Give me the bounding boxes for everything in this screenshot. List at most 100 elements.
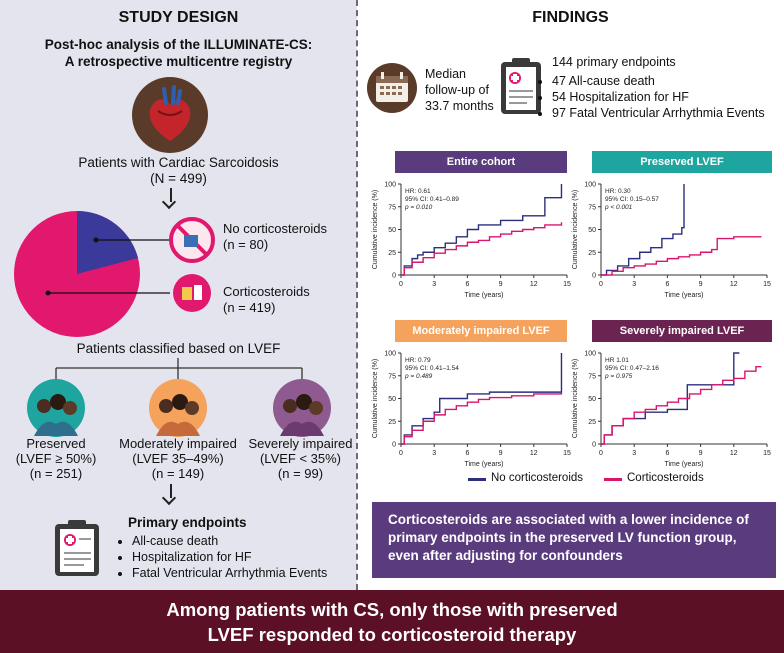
y-tick-label: 100	[584, 351, 596, 358]
group-severe-name: Severely impaired	[248, 436, 353, 451]
y-tick-label: 75	[388, 373, 396, 380]
stat-label: 95% CI: 0.47–2.16	[605, 365, 659, 372]
y-tick-label: 0	[392, 273, 396, 280]
arrow-down-2	[170, 484, 172, 498]
classified-label: Patients classified based on LVEF	[76, 341, 281, 356]
series-line-no-corticosteroids	[401, 184, 563, 276]
x-tick-label: 15	[763, 450, 771, 457]
cs-label: Corticosteroids	[223, 284, 310, 299]
lvef-group-icons	[27, 379, 331, 437]
calendar-icon	[367, 63, 417, 113]
x-tick-label: 12	[730, 281, 738, 288]
y-tick-label: 50	[588, 396, 596, 403]
footer-line2: LVEF responded to corticosteroid therapy	[207, 623, 577, 645]
x-tick-label: 6	[465, 281, 469, 288]
y-tick-label: 50	[388, 227, 396, 234]
legend-no-cs-swatch	[468, 478, 486, 481]
x-tick-label: 3	[632, 281, 636, 288]
x-tick-label: 9	[699, 450, 703, 457]
arrow-down-1	[170, 188, 172, 202]
endpoints-count: 144 primary endpoints	[552, 55, 676, 69]
y-tick-label: 75	[388, 204, 396, 211]
x-tick-label: 0	[399, 450, 403, 457]
series-line-corticosteroids	[601, 365, 762, 445]
x-tick-label: 0	[399, 281, 403, 288]
y-tick-label: 100	[384, 351, 396, 358]
treatment-pie-chart	[14, 210, 215, 337]
study-design-title: STUDY DESIGN	[118, 9, 239, 26]
y-tick-label: 25	[388, 250, 396, 257]
y-tick-label: 25	[588, 250, 596, 257]
panel-divider	[356, 0, 358, 590]
followup-line2: follow-up of	[425, 83, 489, 97]
x-tick-label: 15	[563, 450, 571, 457]
stat-label: 95% CI: 0.15–0.57	[605, 196, 659, 203]
moderate-group-icon	[149, 379, 207, 437]
legend-cs-swatch	[604, 478, 622, 481]
followup-line1: Median	[425, 67, 466, 81]
findings-title: FINDINGS	[532, 9, 609, 26]
km-chart-severe: 0 25 50 75 100 0 3 6 9 12 15 Time (years) Cumulative…	[572, 351, 771, 469]
stat-label: 95% CI: 0.41–0.89	[405, 196, 459, 203]
stat-label: p < 0.001	[604, 204, 633, 211]
endpoints-clipboard-icon	[501, 58, 541, 114]
x-tick-label: 3	[632, 450, 636, 457]
group-preserved-range: (LVEF ≥ 50%)	[15, 451, 97, 466]
x-axis-label: Time (years)	[664, 461, 703, 468]
x-tick-label: 0	[599, 281, 603, 288]
km-chart-moderate: 0 25 50 75 100 0 3 6 9 12 15 Time (years) Cumulative…	[372, 351, 571, 469]
stat-label: 95% CI: 0.41–1.54	[405, 365, 459, 372]
group-moderate-range: (LVEF 35–49%)	[132, 451, 224, 466]
followup-line3: 33.7 months	[425, 99, 494, 113]
x-tick-label: 0	[599, 450, 603, 457]
endpoints-title: Primary endpoints	[128, 515, 247, 530]
findings-endpoints-list: 47 All-cause death 54 Hospitalization fo…	[538, 73, 765, 121]
stat-label: p = 0.489	[404, 373, 433, 380]
severe-group-icon	[273, 379, 331, 437]
y-axis-label: Cumulative incidence (%)	[572, 190, 579, 269]
y-tick-label: 100	[584, 182, 596, 189]
group-severe-n: (n = 99)	[277, 466, 324, 481]
footer-banner: Among patients with CS, only those with …	[0, 590, 784, 653]
y-tick-label: 50	[388, 396, 396, 403]
y-axis-label: Cumulative incidence (%)	[372, 359, 379, 438]
y-tick-label: 100	[384, 182, 396, 189]
study-subtitle-line2: A retrospective multicentre registry	[64, 54, 293, 69]
findings-panel	[357, 0, 784, 590]
x-tick-label: 12	[530, 281, 538, 288]
endpoint-item: Hospitalization for HF	[132, 549, 327, 565]
chart-title-preserved: Preserved LVEF	[592, 151, 772, 173]
clipboard-icon	[55, 520, 99, 576]
cs-n: (n = 419)	[223, 300, 276, 315]
endpoint-item: All-cause death	[132, 533, 327, 549]
series-line-no-corticosteroids	[601, 184, 685, 276]
group-preserved-n: (n = 251)	[29, 466, 83, 481]
stat-label: HR: 0.30	[605, 188, 631, 195]
x-axis-label: Time (years)	[664, 292, 703, 299]
patients-n: (N = 499)	[150, 171, 207, 186]
x-tick-label: 12	[730, 450, 738, 457]
chart-title-moderate: Moderately impaired LVEF	[395, 320, 567, 342]
x-tick-label: 15	[563, 281, 571, 288]
y-tick-label: 0	[392, 442, 396, 449]
endpoint-item: Fatal Ventricular Arrhythmia Events	[132, 565, 327, 581]
x-tick-label: 15	[763, 281, 771, 288]
group-moderate-n: (n = 149)	[151, 466, 205, 481]
legend-no-cs: No corticosteroids	[491, 472, 584, 484]
x-tick-label: 9	[499, 281, 503, 288]
x-axis-label: Time (years)	[464, 292, 503, 299]
stat-label: HR: 0.79	[405, 357, 431, 364]
x-tick-label: 3	[432, 281, 436, 288]
x-axis-label: Time (years)	[464, 461, 503, 468]
x-tick-label: 9	[699, 281, 703, 288]
y-tick-label: 50	[588, 227, 596, 234]
stat-label: HR 1.01	[605, 357, 629, 364]
footer-line1: Among patients with CS, only those with …	[166, 598, 618, 620]
y-tick-label: 0	[592, 273, 596, 280]
preserved-group-icon	[27, 379, 85, 437]
x-tick-label: 3	[432, 450, 436, 457]
x-tick-label: 6	[665, 281, 669, 288]
chart-title-entire: Entire cohort	[395, 151, 567, 173]
series-line-corticosteroids	[601, 236, 762, 276]
km-chart-entire: 0 25 50 75 100 0 3 6 9 12 15 Time (years) Cumulative…	[372, 182, 571, 300]
